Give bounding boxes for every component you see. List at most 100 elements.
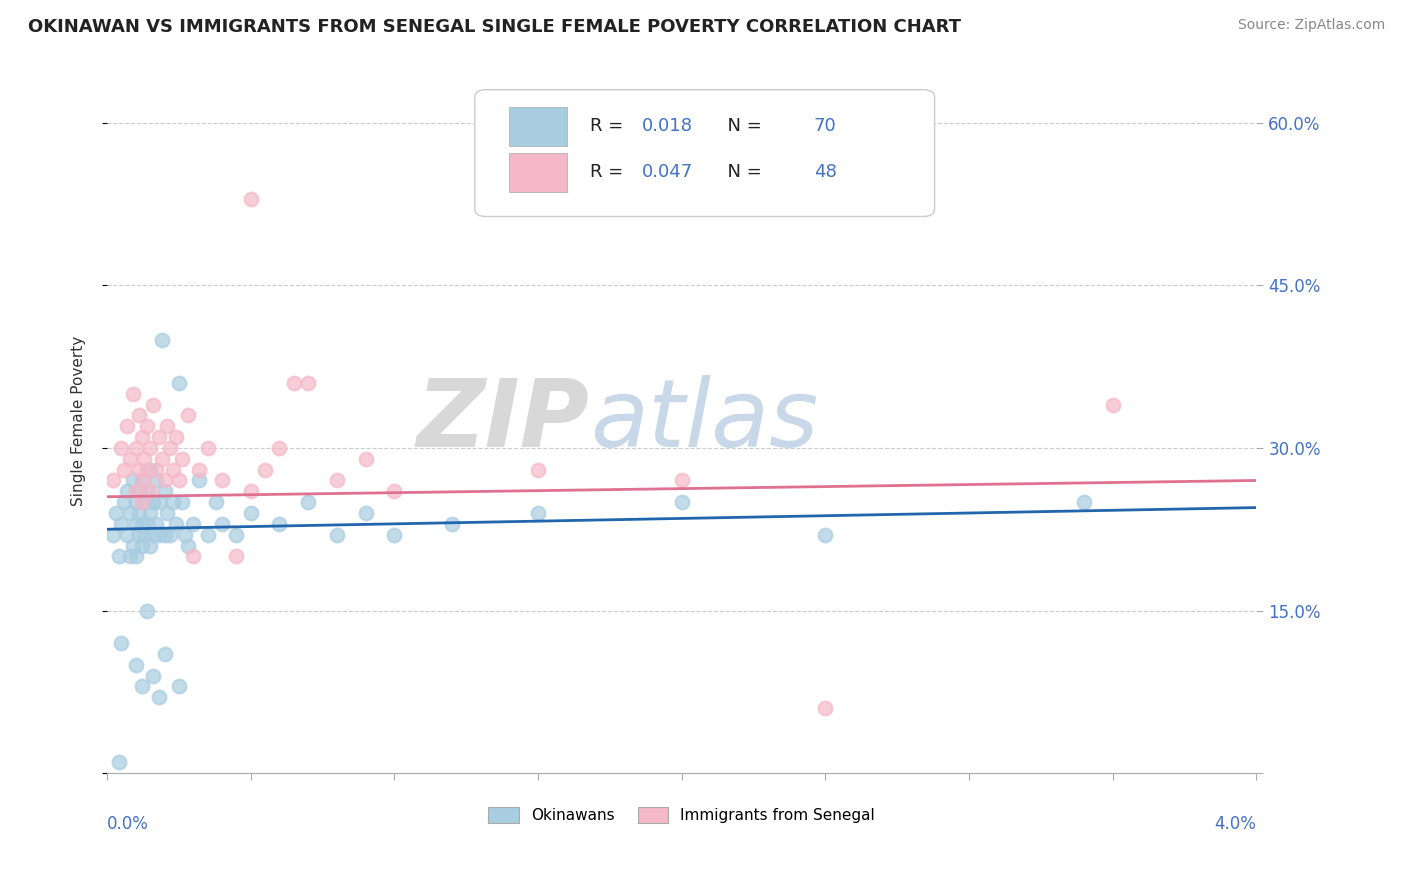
Point (181, 549, 204, 564)
Point (142, 398, 165, 412)
Point (125, 657, 148, 672)
Point (197, 441, 219, 455)
Point (671, 474, 693, 488)
Point (188, 474, 211, 488)
Point (1101, 398, 1123, 412)
Point (131, 474, 153, 488)
Point (156, 419, 179, 434)
Point (107, 549, 129, 564)
Point (120, 506, 142, 520)
Point (125, 549, 148, 564)
Point (120, 451, 142, 466)
Point (139, 441, 162, 455)
Point (162, 495, 184, 509)
Point (120, 549, 142, 564)
Point (112, 495, 135, 509)
Point (136, 419, 159, 434)
Point (354, 451, 377, 466)
Point (159, 441, 181, 455)
Point (139, 484, 162, 499)
Point (254, 463, 277, 477)
Point (159, 527, 181, 541)
Point (131, 539, 153, 553)
Point (153, 647, 176, 661)
Point (148, 527, 170, 541)
Point (326, 527, 349, 541)
Point (125, 516, 148, 531)
Point (167, 474, 190, 488)
Point (150, 333, 173, 347)
Text: 48: 48 (814, 163, 837, 181)
Point (134, 451, 156, 466)
Point (110, 636, 132, 650)
Point (176, 409, 198, 423)
Point (148, 495, 170, 509)
Text: 4.0%: 4.0% (1215, 815, 1257, 833)
Point (145, 463, 167, 477)
Point (384, 527, 406, 541)
Point (211, 516, 233, 531)
Point (814, 701, 837, 715)
Point (225, 549, 247, 564)
Point (181, 516, 204, 531)
Point (150, 451, 173, 466)
Point (112, 463, 135, 477)
Point (139, 506, 162, 520)
Point (145, 516, 167, 531)
Point (170, 495, 193, 509)
Point (101, 527, 124, 541)
Point (354, 506, 377, 520)
Point (269, 516, 291, 531)
Text: N =: N = (716, 118, 768, 136)
Point (134, 474, 156, 488)
Point (239, 484, 262, 499)
Point (136, 516, 159, 531)
Point (173, 527, 195, 541)
Point (142, 527, 165, 541)
Point (128, 506, 150, 520)
Point (128, 527, 150, 541)
Point (165, 430, 187, 444)
Point (115, 527, 138, 541)
Point (142, 495, 165, 509)
Point (527, 463, 550, 477)
Point (115, 419, 138, 434)
Text: Source: ZipAtlas.com: Source: ZipAtlas.com (1237, 18, 1385, 32)
Point (153, 484, 176, 499)
Point (110, 441, 132, 455)
Point (165, 516, 187, 531)
Text: 0.0%: 0.0% (107, 815, 149, 833)
Point (134, 527, 156, 541)
Point (131, 495, 153, 509)
Point (239, 506, 262, 520)
Point (131, 680, 153, 694)
Point (128, 463, 150, 477)
Point (205, 495, 228, 509)
Point (167, 680, 190, 694)
Point (297, 376, 319, 390)
FancyBboxPatch shape (475, 90, 935, 217)
Point (122, 386, 145, 401)
Point (131, 516, 153, 531)
Text: R =: R = (589, 163, 628, 181)
Point (671, 495, 693, 509)
Text: ZIP: ZIP (418, 375, 589, 467)
Point (148, 430, 170, 444)
Point (142, 668, 165, 682)
Point (125, 484, 148, 499)
Point (197, 527, 219, 541)
FancyBboxPatch shape (509, 107, 567, 146)
Text: atlas: atlas (589, 376, 818, 467)
Text: N =: N = (716, 163, 768, 181)
Point (122, 539, 145, 553)
Point (170, 451, 193, 466)
Point (153, 527, 176, 541)
Point (814, 527, 837, 541)
Point (134, 495, 156, 509)
Point (131, 430, 153, 444)
Point (211, 474, 233, 488)
Point (283, 376, 305, 390)
Point (125, 495, 148, 509)
Point (156, 506, 179, 520)
Point (115, 484, 138, 499)
